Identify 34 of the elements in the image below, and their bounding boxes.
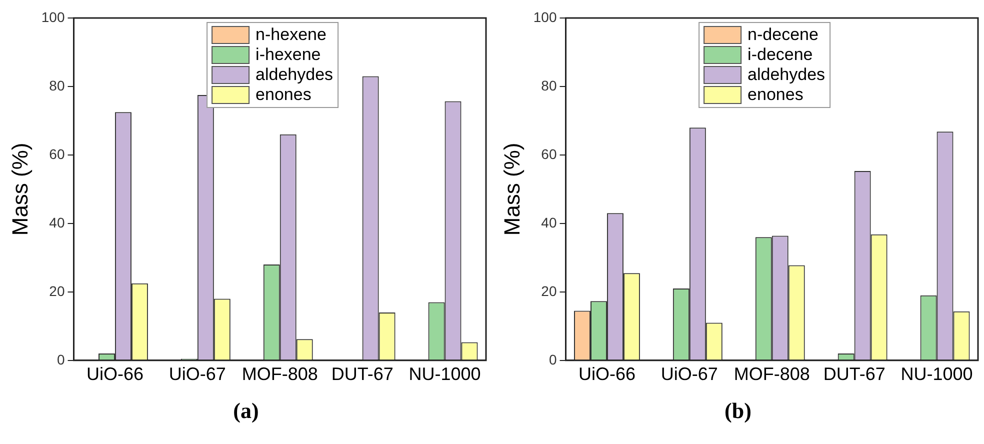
y-tick-label: 60: [541, 146, 557, 162]
legend-label: enones: [256, 85, 312, 105]
x-tick-label: UiO-67: [168, 364, 226, 384]
y-tick-label: 60: [49, 146, 65, 162]
y-tick-label: 20: [49, 282, 65, 299]
y-axis-title: Mass (%): [499, 142, 524, 236]
y-tick-label: 40: [541, 214, 557, 230]
y-tick-label: 0: [56, 351, 65, 368]
y-axis-title: Mass (%): [7, 142, 32, 236]
legend-label: i-hexene: [256, 45, 321, 65]
legend-label: aldehydes: [748, 65, 826, 85]
legend-label: n-hexene: [256, 25, 326, 45]
text: (b): [724, 398, 752, 424]
y-tick-label: 100: [533, 8, 557, 25]
x-tick-label: MOF-808: [242, 364, 318, 384]
y-tick-label: 80: [541, 77, 557, 94]
legend-label: enones: [748, 85, 804, 105]
x-tick-label: NU-1000: [900, 364, 973, 384]
y-tick-label: 20: [541, 282, 557, 299]
x-tick-label: DUT-67: [331, 364, 394, 384]
y-tick-label: 40: [49, 214, 65, 230]
legend-label: aldehydes: [256, 65, 334, 85]
y-tick-label: 80: [49, 77, 65, 94]
x-tick-label: UiO-66: [86, 364, 144, 384]
x-tick-label: DUT-67: [823, 364, 886, 384]
legend-label: i-decene: [748, 45, 813, 65]
text: (a): [232, 398, 260, 424]
y-tick-label: 0: [548, 351, 557, 368]
x-tick-label: UiO-66: [578, 364, 636, 384]
y-tick-label: 100: [41, 8, 65, 25]
x-tick-label: UiO-67: [660, 364, 718, 384]
legend-label: n-decene: [748, 25, 818, 45]
x-tick-label: NU-1000: [408, 364, 481, 384]
x-tick-label: MOF-808: [734, 364, 810, 384]
